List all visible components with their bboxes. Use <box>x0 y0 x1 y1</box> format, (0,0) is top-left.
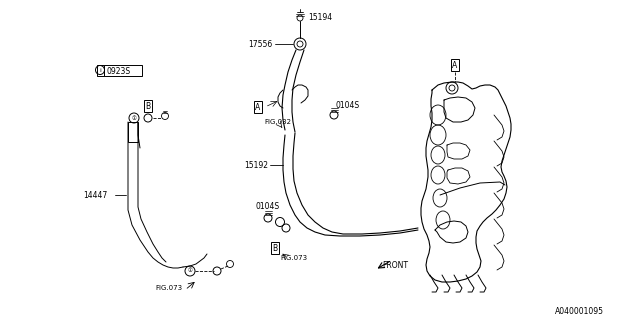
Text: A: A <box>452 60 458 69</box>
Text: FIG.032: FIG.032 <box>264 119 291 125</box>
Text: 14447: 14447 <box>83 190 108 199</box>
Text: 17556: 17556 <box>248 39 272 49</box>
Text: B: B <box>145 101 150 110</box>
Text: 15194: 15194 <box>308 12 332 21</box>
Bar <box>104 65 142 76</box>
Text: FIG.073: FIG.073 <box>155 285 182 291</box>
Text: A040001095: A040001095 <box>555 308 604 316</box>
Text: ①: ① <box>132 116 136 121</box>
Text: 0104S: 0104S <box>335 100 359 109</box>
Text: i: i <box>99 68 101 73</box>
Text: B: B <box>273 244 278 252</box>
Bar <box>128 122 138 142</box>
Text: 15192: 15192 <box>244 161 268 170</box>
Text: 0104S: 0104S <box>255 202 279 211</box>
Text: A: A <box>255 102 260 111</box>
Text: 0923S: 0923S <box>106 67 130 76</box>
Text: FRONT: FRONT <box>382 260 408 269</box>
Text: FIG.073: FIG.073 <box>280 255 307 261</box>
Text: ①: ① <box>188 268 193 274</box>
Bar <box>97 65 104 76</box>
